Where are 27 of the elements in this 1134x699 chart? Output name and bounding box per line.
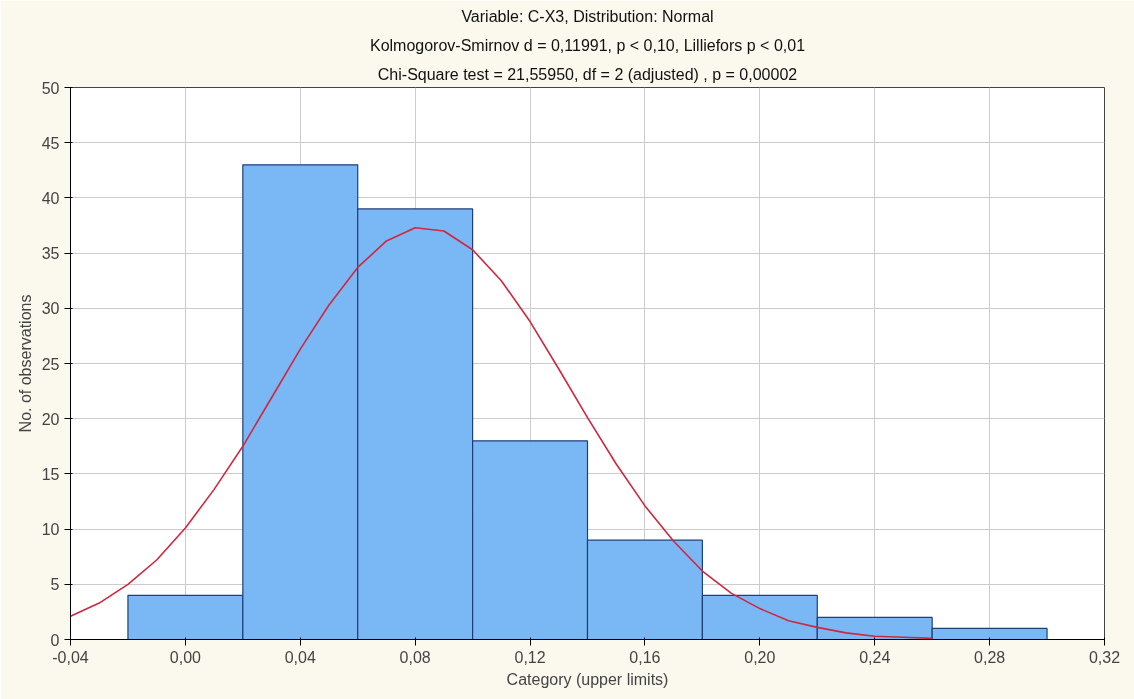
chart-subtitle: Kolmogorov-Smirnov d = 0,11991, p < 0,10, Lilliefors p < 0,01 [369, 36, 806, 54]
x-tick-label: 0,20 [744, 648, 776, 666]
x-tick-label: 0,28 [974, 648, 1006, 666]
y-tick-label: 50 [41, 79, 60, 97]
y-tick-label: 15 [41, 465, 60, 483]
text: Chi-Square test = 21,55950, df = 2 (adjusted) , p = 0,00002 [377, 65, 798, 83]
x-tick-label: -0,04 [52, 648, 89, 666]
y-tick-label: 5 [50, 576, 60, 594]
y-axis-title: No. of observations [16, 294, 34, 433]
x-tick-label: 0,04 [284, 648, 316, 666]
x-axis-title: Category (upper limits) [506, 670, 669, 688]
x-tick-label: 0,16 [629, 648, 661, 666]
x-tick-label: 0,32 [1088, 648, 1121, 666]
line-series [70, 226, 933, 640]
y-tick-label: 40 [41, 189, 60, 207]
y-tick-label: 35 [41, 245, 60, 263]
y-tick-label: 10 [41, 521, 60, 539]
x-tick-label: 0,08 [399, 648, 431, 666]
y-tick-label: 25 [41, 355, 60, 373]
y-tick-label: 0 [50, 631, 60, 649]
y-tick-label: 30 [41, 300, 60, 318]
x-tick-label: 0,12 [514, 648, 546, 666]
x-tick-label: 0,00 [169, 648, 202, 666]
y-tick-label: 20 [41, 410, 60, 428]
x-tick-label: 0,24 [859, 648, 891, 666]
chart-title: Variable: C-X3, Distribution: Normal [461, 7, 714, 25]
y-tick-label: 45 [41, 134, 60, 152]
